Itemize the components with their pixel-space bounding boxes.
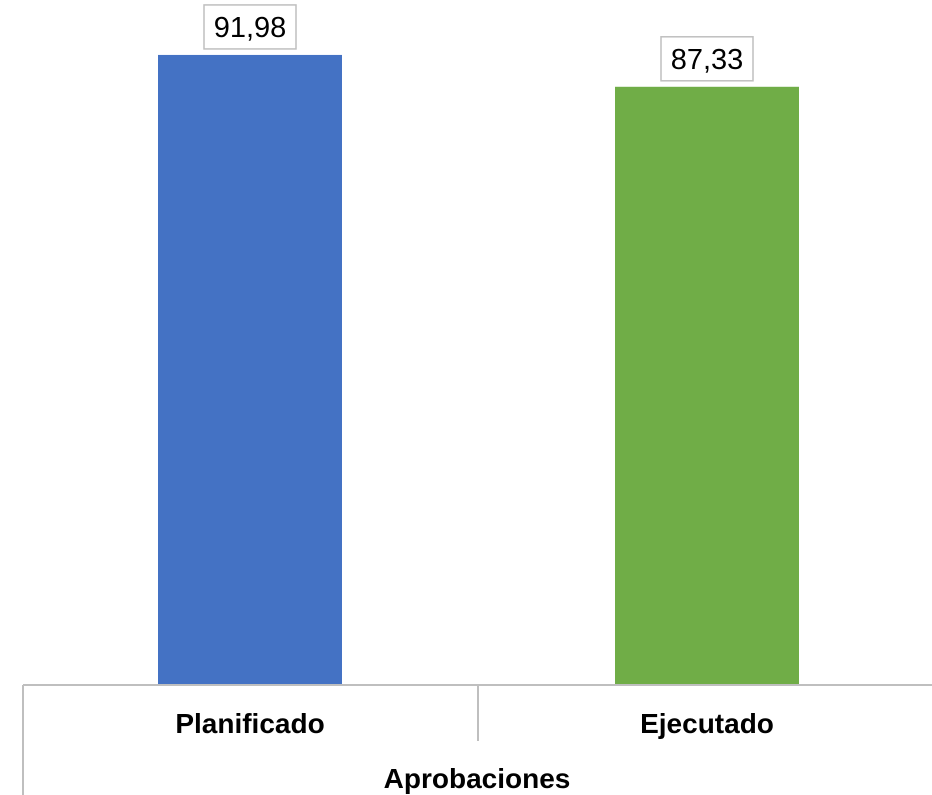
category-label-ejecutado: Ejecutado	[640, 708, 774, 739]
data-label-box-ejecutado	[660, 36, 754, 82]
data-label-box-planificado	[203, 4, 297, 50]
bar-planificado	[158, 54, 342, 685]
data-label-ejecutado: 87,33	[671, 44, 744, 76]
bars-group	[158, 54, 799, 686]
data-labels-group: 91,98 87,33	[203, 4, 754, 82]
category-axis	[22, 684, 932, 795]
category-labels-group: Planificado Ejecutado	[175, 708, 774, 739]
data-label-planificado: 91,98	[214, 12, 287, 44]
bar-ejecutado	[615, 86, 799, 686]
group-axis-label: Aprobaciones	[384, 763, 571, 794]
category-label-planificado: Planificado	[175, 708, 324, 739]
